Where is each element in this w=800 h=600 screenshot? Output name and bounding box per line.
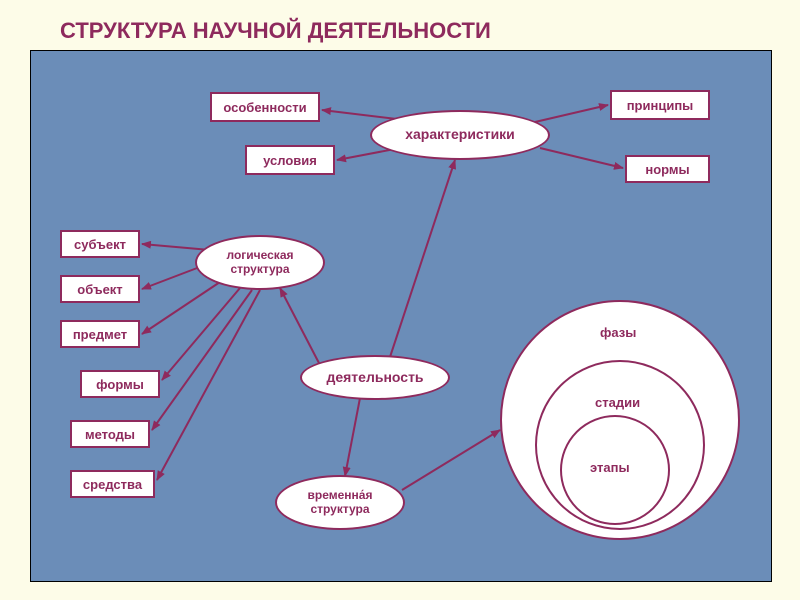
rect-sredstva: средства xyxy=(70,470,155,498)
circle-label-stadii: стадии xyxy=(595,395,640,410)
circle-label-etapy: этапы xyxy=(590,460,630,475)
page-title: СТРУКТУРА НАУЧНОЙ ДЕЯТЕЛЬНОСТИ xyxy=(60,18,491,44)
rect-subjekt: субъект xyxy=(60,230,140,258)
ellipse-vremennaya: временна́я структура xyxy=(275,475,405,530)
rect-metody: методы xyxy=(70,420,150,448)
ellipse-harakteristiki: характеристики xyxy=(370,110,550,160)
rect-formy: формы xyxy=(80,370,160,398)
ellipse-deyatelnost: деятельность xyxy=(300,355,450,400)
rect-usloviya: условия xyxy=(245,145,335,175)
circle-label-fazy: фазы xyxy=(600,325,636,340)
rect-normy: нормы xyxy=(625,155,710,183)
rect-osobennosti: особенности xyxy=(210,92,320,122)
ellipse-logstruct: логическая структура xyxy=(195,235,325,290)
rect-objekt: объект xyxy=(60,275,140,303)
rect-predmet: предмет xyxy=(60,320,140,348)
rect-principy: принципы xyxy=(610,90,710,120)
